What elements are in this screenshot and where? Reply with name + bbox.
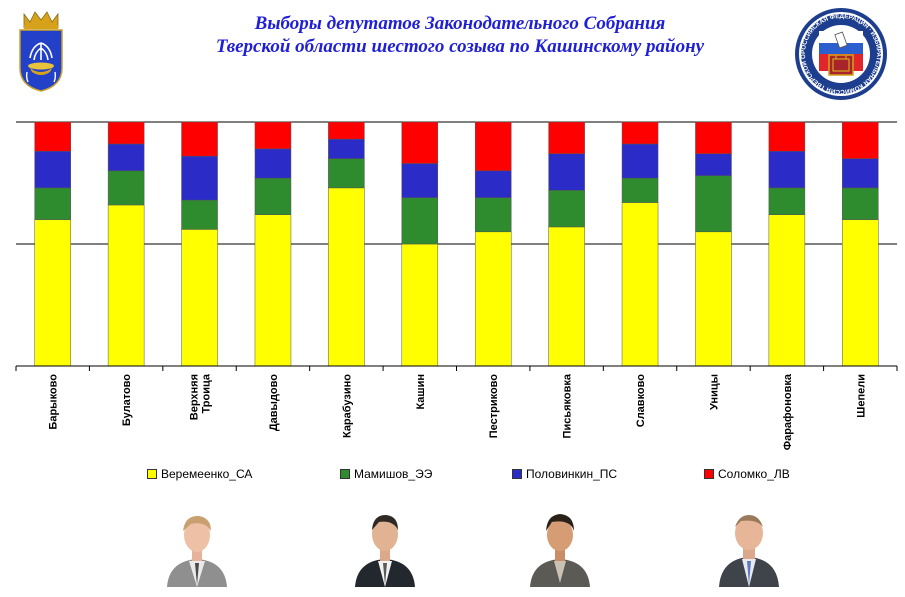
bar-segment bbox=[328, 187, 365, 367]
legend-item-veremeenko: Веремеенко_СА bbox=[147, 467, 252, 481]
legend-swatch-green bbox=[340, 469, 350, 479]
bar-segment bbox=[181, 121, 218, 157]
bar-segment bbox=[474, 231, 512, 367]
x-tick-label: Булатово bbox=[121, 374, 133, 426]
legend-swatch-yellow bbox=[147, 469, 157, 479]
bar-segment bbox=[842, 158, 879, 189]
candidate-photo-2 bbox=[353, 503, 417, 587]
bar-segment bbox=[695, 175, 732, 233]
bar-segment bbox=[401, 197, 439, 245]
legend-label: Половинкин_ПС bbox=[526, 467, 618, 481]
bar-segment bbox=[548, 153, 585, 191]
bar-segment bbox=[768, 214, 806, 367]
legend-item-mamishov: Мамишов_ЭЭ bbox=[340, 467, 432, 481]
legend-item-solomko: Соломко_ЛВ bbox=[704, 467, 790, 481]
x-tick-label: Троица bbox=[201, 373, 213, 413]
bar-segment bbox=[254, 121, 292, 150]
bar-segment bbox=[621, 202, 659, 367]
bar-segment bbox=[34, 187, 71, 220]
legend-label: Мамишов_ЭЭ bbox=[354, 467, 433, 481]
bar-segment bbox=[328, 121, 365, 140]
portrait-icon bbox=[355, 515, 415, 587]
bar-segment bbox=[548, 226, 585, 367]
x-tick-label: Кашин bbox=[415, 374, 427, 410]
bar-segment bbox=[695, 231, 732, 367]
bar-segment bbox=[768, 187, 806, 215]
bar-segment bbox=[107, 121, 145, 145]
bar-segment bbox=[842, 219, 879, 367]
x-tick-label: Письяковка bbox=[562, 373, 574, 438]
legend-label: Соломко_ЛВ bbox=[718, 467, 790, 481]
bar-segment bbox=[328, 138, 365, 159]
bar-segment bbox=[328, 158, 365, 189]
candidate-photo-4 bbox=[717, 503, 781, 587]
x-tick-label: Барыково bbox=[48, 374, 60, 430]
portrait-icon bbox=[530, 514, 590, 587]
x-tick-label: Уницы bbox=[708, 374, 720, 410]
portrait-icon bbox=[719, 515, 779, 587]
bar-segment bbox=[474, 170, 512, 198]
candidate-photo-1 bbox=[165, 503, 229, 587]
bar-segment bbox=[768, 151, 806, 189]
bar-segment bbox=[34, 121, 71, 152]
portrait-icon bbox=[167, 515, 227, 587]
bar-segment bbox=[107, 204, 145, 367]
bar-segment bbox=[401, 121, 439, 164]
x-tick-label: Карабузино bbox=[341, 374, 353, 438]
bar-segment bbox=[621, 121, 659, 145]
election-commission-seal: РОССИЙСКАЯ ФЕДЕРАЦИЯ · ИЗБИРАТЕЛЬНАЯ КОМ… bbox=[793, 3, 887, 100]
x-tick-label: Шепели bbox=[855, 374, 867, 418]
bar-segment bbox=[34, 151, 71, 189]
bar-segment bbox=[474, 121, 512, 172]
legend-label: Веремеенко_СА bbox=[161, 467, 253, 481]
bar-segment bbox=[842, 187, 879, 220]
stacked-bar-chart: Барыково Булатово Верхняя Троица Давыдово Кар… bbox=[15, 121, 898, 450]
bar-segment bbox=[181, 229, 218, 367]
bar-segment bbox=[254, 148, 292, 179]
bar-segment bbox=[107, 143, 145, 172]
chart-title: Выборы депутатов Законодательного Собран… bbox=[150, 12, 770, 58]
bar-segment bbox=[548, 121, 585, 154]
bar-segment bbox=[621, 143, 659, 179]
bar-segment bbox=[254, 177, 292, 215]
bar-segment bbox=[254, 214, 292, 367]
bar-segment bbox=[34, 219, 71, 367]
candidate-photo-3 bbox=[528, 503, 592, 587]
bar-segment bbox=[768, 121, 806, 152]
x-tick-label: Давыдово bbox=[268, 374, 280, 431]
legend-swatch-blue bbox=[512, 469, 522, 479]
bar-segment bbox=[181, 199, 218, 230]
coat-of-arms-logo bbox=[19, 11, 63, 92]
bar-segment bbox=[695, 153, 732, 176]
bar-segment bbox=[621, 177, 659, 203]
legend-swatch-red bbox=[704, 469, 714, 479]
title-line-2: Тверской области шестого созыва по Кашин… bbox=[215, 36, 705, 57]
chart-legend: Веремеенко_СА Мамишов_ЭЭ Половинкин_ПС С… bbox=[0, 467, 905, 487]
bar-segment bbox=[474, 197, 512, 233]
legend-item-polovinkin: Половинкин_ПС bbox=[512, 467, 617, 481]
title-line-1: Выборы депутатов Законодательного Собран… bbox=[254, 13, 666, 34]
bar-segment bbox=[401, 243, 439, 367]
x-tick-label: Славково bbox=[635, 374, 647, 428]
x-tick-label: Фарафоновка bbox=[782, 373, 794, 450]
bar-segment bbox=[695, 121, 732, 154]
bar-segment bbox=[107, 170, 145, 206]
bar-segment bbox=[401, 163, 439, 198]
bar-segment bbox=[181, 155, 218, 201]
x-tick-label: Верхняя bbox=[189, 374, 201, 420]
bar-segment bbox=[548, 190, 585, 228]
x-tick-label: Пестриково bbox=[488, 374, 500, 439]
bar-segment bbox=[842, 121, 879, 159]
